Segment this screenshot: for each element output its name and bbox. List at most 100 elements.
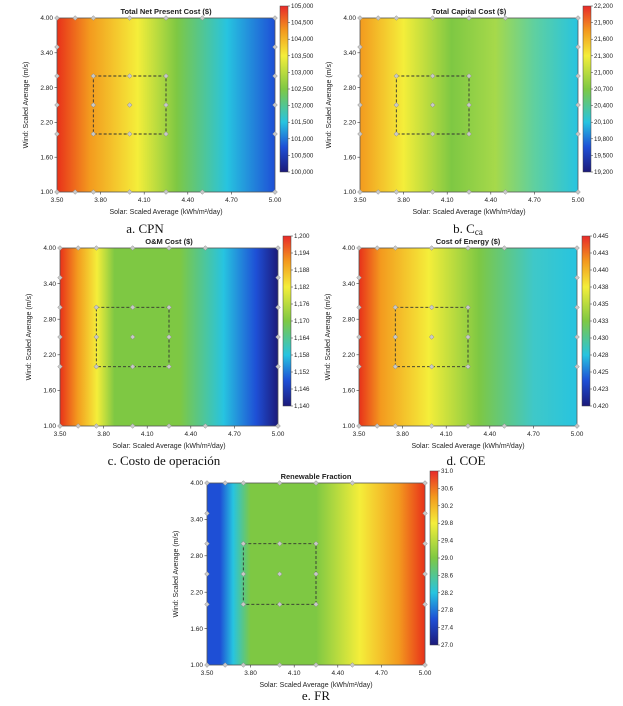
sample-point-marker [393,73,400,79]
colorbar [581,235,591,407]
colorbar-tick-label: 1,158 [294,352,310,359]
sample-point-marker [163,15,169,21]
x-tick-label: 4.40 [184,431,197,438]
sample-point-marker [57,304,63,311]
x-axis-label: Solar: Scaled Average (kWh/m²/day) [112,443,225,450]
sample-point-marker [90,73,97,79]
sample-point-marker [275,363,281,370]
colorbar-tick-label: 20,100 [594,119,613,126]
x-tick-label: 4.70 [228,431,241,438]
x-tick-label: 3.80 [94,197,107,204]
sample-point-marker [129,363,136,370]
sample-point-marker [272,131,278,137]
sample-point-marker [75,423,81,429]
sample-point-marker [54,44,60,50]
sample-point-marker [57,274,63,281]
chart-panel-5: Renewable Fraction 3.50 3.80 4.10 4.40 4.70 5.… [173,468,454,689]
sample-point-marker [202,245,209,251]
colorbar [279,5,289,173]
sample-point-marker [574,274,580,281]
y-tick-label: 3.40 [190,517,203,524]
y-tick-label: 1.00 [40,189,53,196]
x-axis-label: Solar: Scaled Average (kWh/m²/day) [259,682,372,689]
y-tick-label: 2.20 [43,352,56,359]
x-tick-label: 3.50 [201,670,214,677]
sample-point-marker [204,510,210,517]
sample-point-marker [349,662,356,668]
x-tick-label: 4.40 [483,431,496,438]
y-tick-label: 2.20 [40,120,53,127]
sample-point-marker [428,363,435,370]
sample-point-marker [276,480,283,486]
sample-point-marker [166,304,172,311]
colorbar-tick-label: 0.440 [593,267,609,274]
sample-point-marker [222,480,228,486]
sample-point-marker [272,189,278,195]
sample-point-marker [502,189,509,195]
colorbar-tick-label: 19,500 [594,152,613,159]
colorbar-tick-label: 103,000 [291,69,314,76]
sample-point-marker [356,245,362,251]
sample-point-marker [202,423,209,429]
colorbar-tick-label: 1,188 [294,267,310,274]
y-tick-label: 3.40 [342,281,355,288]
x-tick-label: 5.00 [269,197,282,204]
x-tick-label: 4.40 [484,197,497,204]
sample-point-marker [422,601,428,608]
y-tick-label: 3.40 [343,50,356,57]
colorbar-tick-label: 30.2 [441,503,454,510]
sample-point-marker [204,571,210,577]
sample-point-marker [204,480,210,486]
x-tick-label: 4.10 [141,431,154,438]
sample-point-marker [240,662,247,668]
colorbar-tick-label: 1,146 [294,386,310,393]
sample-point-marker [575,131,581,137]
chart-panel-1: Total Net Present Cost ($) 3.50 3.80 4.10 4.… [23,3,314,216]
x-axis-label: Solar: Scaled Average (kWh/m²/day) [109,209,222,216]
colorbar-tick-label: 0.430 [593,335,609,342]
sample-point-marker [163,189,169,195]
sample-point-marker [393,15,400,21]
sample-point-marker [349,480,356,486]
y-tick-label: 1.60 [40,154,53,161]
colorbar-tick-label: 105,000 [291,3,314,10]
sample-point-marker [275,304,281,311]
sample-point-marker [575,15,581,21]
sample-point-marker [57,423,63,429]
colorbar-tick-label: 0.423 [593,386,609,393]
sample-point-marker [276,571,283,577]
y-tick-label: 1.00 [342,423,355,430]
sample-point-marker [93,245,100,251]
colorbar-tick-label: 0.420 [593,403,609,410]
y-tick-label: 4.00 [43,245,56,252]
x-tick-label: 5.00 [272,431,285,438]
x-tick-label: 3.80 [97,431,110,438]
caption-d: d. COE [447,453,486,468]
chart-panel-3: O&M Cost ($) 3.50 3.80 4.10 4.40 4.70 5.00 1.00… [26,233,310,450]
x-tick-label: 4.40 [331,670,344,677]
sample-point-marker [466,131,472,137]
colorbar-tick-label: 20,400 [594,103,613,110]
sample-point-marker [429,131,436,137]
x-tick-label: 4.10 [441,197,454,204]
colorbar-tick-label: 103,500 [291,53,314,60]
colorbar-tick-label: 21,600 [594,36,613,43]
y-tick-label: 3.40 [40,50,53,57]
sample-point-marker [126,131,133,137]
y-tick-label: 2.80 [190,553,203,560]
colorbar-tick-label: 30.6 [441,485,454,492]
sample-point-marker [240,601,247,608]
sample-point-marker [166,334,172,340]
sample-point-marker [357,15,363,21]
sample-point-marker [392,363,399,370]
x-tick-label: 4.70 [527,431,540,438]
sample-point-marker [166,423,172,429]
caption-e: e. FR [302,688,331,703]
y-tick-label: 2.80 [43,316,56,323]
y-tick-label: 1.60 [190,626,203,633]
sample-point-marker [240,571,247,577]
colorbar-tick-label: 29.0 [441,555,454,562]
sample-point-marker [272,15,278,21]
sample-point-marker [54,131,60,137]
